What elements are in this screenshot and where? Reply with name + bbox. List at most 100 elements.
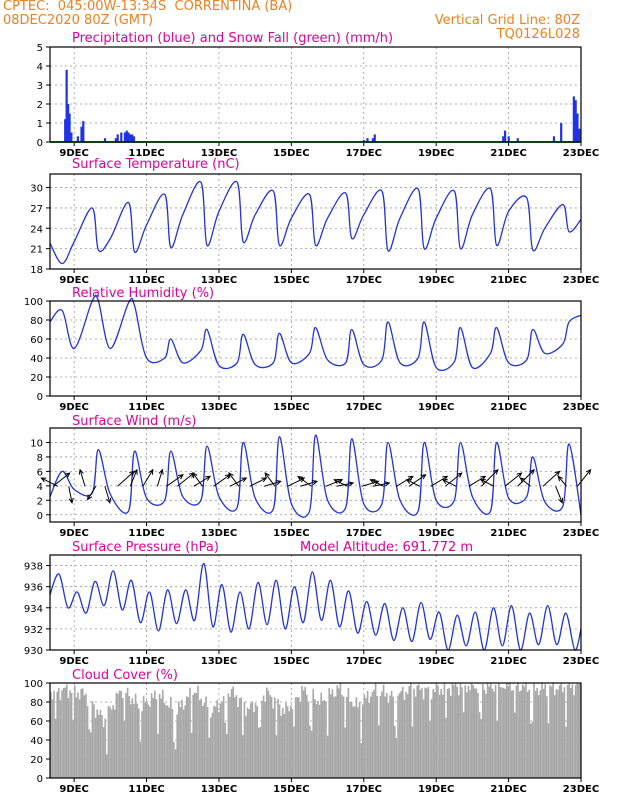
- cloud-bar: [202, 706, 204, 778]
- y-tick-label: 6: [37, 467, 43, 478]
- wind-vector-head: [228, 472, 234, 479]
- wind-vector-head: [373, 480, 380, 486]
- cloud-bar: [430, 699, 433, 778]
- wind-vector-shaft: [555, 486, 563, 503]
- cloud-bar: [198, 700, 201, 778]
- cloud-bar: [227, 693, 230, 778]
- cloud-bar: [541, 683, 543, 778]
- y-tick-label: 938: [24, 562, 43, 573]
- cloud-panel-title: Cloud Cover (%): [72, 668, 178, 683]
- wind-vector-shaft: [325, 479, 343, 487]
- cloud-bar: [90, 732, 92, 778]
- x-tick-label: 13DEC: [201, 784, 237, 795]
- precip-bar: [574, 100, 577, 142]
- cloud-bar: [525, 683, 527, 778]
- cloud-bar: [386, 693, 388, 778]
- cloud-bar: [70, 693, 73, 778]
- wind-vector-head: [158, 468, 164, 475]
- cloud-bar: [80, 688, 82, 778]
- wind-vector-shaft: [213, 474, 231, 487]
- x-tick-label: 13DEC: [201, 275, 237, 286]
- cloud-bar: [539, 690, 542, 778]
- wind-vector-arrow: [333, 479, 348, 487]
- cloud-bar: [408, 685, 410, 778]
- cloud-bar: [333, 696, 335, 778]
- wind-vector-head: [275, 480, 282, 486]
- cloud-bar: [426, 688, 428, 778]
- panel-temp: [46, 174, 582, 273]
- cloud-bar: [267, 690, 270, 778]
- x-tick-label: 23DEC: [563, 402, 599, 413]
- cloud-bar: [472, 685, 474, 778]
- wind-vector-arrow: [68, 486, 74, 504]
- wind-vector-arrow: [156, 468, 164, 487]
- wind-plot-border: [49, 427, 582, 523]
- y-tick-label: 2: [37, 100, 43, 111]
- cloud-bar: [114, 709, 116, 778]
- cloud-bar: [475, 688, 478, 778]
- cloud-bar: [414, 696, 417, 778]
- wind-vector-shaft: [104, 486, 111, 503]
- cloud-bar: [342, 696, 345, 778]
- x-tick-label: 23DEC: [563, 656, 599, 667]
- cloud-bar: [144, 702, 146, 778]
- y-tick-label: 932: [24, 625, 43, 636]
- x-tick-label: 21DEC: [490, 784, 526, 795]
- cloud-bar: [318, 704, 321, 778]
- cloud-bar: [216, 700, 218, 778]
- cloud-bar: [286, 706, 289, 778]
- cloud-bar: [570, 688, 572, 778]
- x-tick-label: 11DEC: [128, 784, 164, 795]
- cloud-bar: [157, 733, 159, 778]
- y-tick-label: 20: [30, 755, 43, 766]
- cloud-bar: [168, 707, 170, 778]
- cloud-bar: [315, 703, 318, 778]
- cloud-bar: [234, 697, 236, 778]
- cloud-bar: [523, 686, 526, 778]
- cloud-bar: [451, 683, 454, 778]
- cloud-bar: [336, 685, 338, 778]
- cloud-bar: [82, 688, 84, 778]
- wind-vector-arrow: [249, 477, 268, 487]
- wind-vector-head: [87, 494, 93, 501]
- x-tick-label: 15DEC: [273, 656, 309, 667]
- wind-vector-arrow: [166, 474, 184, 487]
- cloud-bar: [75, 697, 78, 778]
- cloud-bar: [106, 754, 108, 778]
- cloud-bar: [189, 687, 191, 778]
- cloud-bar: [579, 683, 582, 778]
- cloud-bar: [250, 703, 252, 778]
- cloud-bar: [360, 743, 362, 778]
- cloud-bar: [173, 741, 175, 778]
- panel-rh: [46, 300, 582, 400]
- cloud-bar: [62, 687, 65, 778]
- cloud-bar: [253, 712, 255, 778]
- y-tick-label: 21: [30, 245, 43, 256]
- cloud-bar: [235, 695, 238, 778]
- cloud-bar: [448, 688, 450, 778]
- x-tick-label: 11DEC: [128, 402, 164, 413]
- cloud-bar: [326, 735, 329, 778]
- cloud-bar: [142, 696, 145, 778]
- cloud-bar: [278, 704, 281, 778]
- wind-vector-arrow: [300, 480, 319, 487]
- cloud-bar: [309, 725, 311, 778]
- wind-vector-head: [40, 477, 47, 483]
- cloud-bar: [490, 683, 492, 778]
- cloud-bar: [530, 723, 532, 778]
- cloud-bar: [98, 714, 100, 778]
- cloud-bar: [208, 737, 210, 778]
- x-tick-label: 17DEC: [346, 275, 382, 286]
- cloud-bar: [555, 689, 558, 778]
- wind-vector-arrow: [104, 486, 112, 504]
- x-tick-label: 9DEC: [59, 528, 88, 539]
- cloud-bar: [130, 704, 132, 778]
- wind-vector-head: [516, 472, 523, 478]
- x-tick-label: 17DEC: [346, 656, 382, 667]
- cloud-bar: [464, 685, 466, 778]
- wind-vector-shaft: [177, 472, 195, 487]
- cloud-bar: [402, 686, 404, 778]
- precip-bar: [64, 119, 67, 142]
- cloud-bar: [245, 716, 247, 778]
- wind-vector-arrow: [504, 472, 523, 487]
